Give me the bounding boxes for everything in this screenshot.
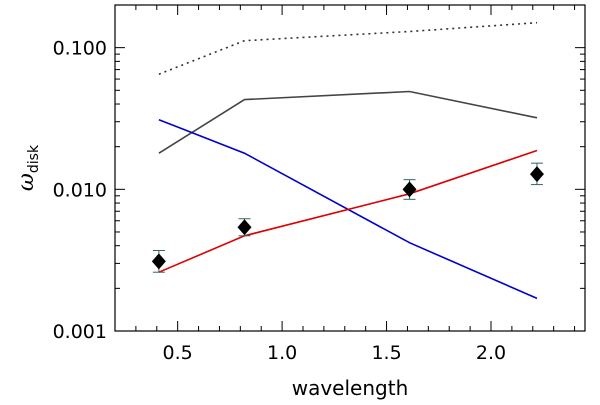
series-line-blue bbox=[158, 118, 538, 300]
series-line-dotted bbox=[158, 21, 538, 75]
y-tick-labels: 0.001 0.010 0.100 bbox=[53, 38, 107, 343]
y-axis-title: ωdisk bbox=[14, 144, 42, 191]
series-line-gray bbox=[158, 90, 538, 154]
x-axis-title: wavelength bbox=[292, 376, 409, 400]
series-line-red bbox=[158, 149, 538, 273]
observation-diamond bbox=[529, 166, 544, 183]
x-tick-label: 0.5 bbox=[163, 342, 193, 364]
observation-markers bbox=[151, 166, 544, 270]
x-tick-label: 1.5 bbox=[371, 342, 401, 364]
error-bars bbox=[152, 162, 543, 273]
observation-diamond bbox=[237, 219, 252, 236]
svg-text:ωdisk: ωdisk bbox=[14, 144, 42, 191]
y-axis-title-subscript: disk bbox=[26, 144, 42, 173]
axis-ticks bbox=[115, 4, 585, 332]
y-tick-label: 0.001 bbox=[53, 321, 107, 343]
y-axis-title-symbol: ω bbox=[14, 173, 39, 191]
y-tick-label: 0.010 bbox=[53, 179, 107, 201]
x-tick-labels: 0.5 1.0 1.5 2.0 bbox=[163, 342, 507, 364]
observation-diamond bbox=[151, 253, 166, 270]
plot-frame bbox=[114, 4, 586, 332]
x-tick-label: 2.0 bbox=[476, 342, 506, 364]
observation-diamond bbox=[402, 181, 417, 198]
y-tick-label: 0.100 bbox=[53, 38, 107, 60]
series-lines bbox=[158, 21, 538, 300]
x-tick-label: 1.0 bbox=[267, 342, 297, 364]
